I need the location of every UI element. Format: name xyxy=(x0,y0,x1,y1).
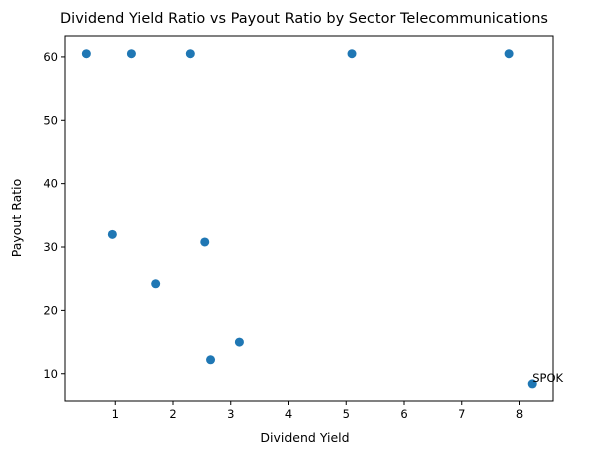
x-tick-label: 5 xyxy=(343,407,350,421)
scatter-point xyxy=(185,49,195,59)
y-tick-label: 20 xyxy=(43,303,58,317)
y-axis: 10 20 30 40 50 60 xyxy=(43,50,65,381)
x-axis-label: Dividend Yield xyxy=(260,430,349,445)
chart-title: Dividend Yield Ratio vs Payout Ratio by … xyxy=(60,11,548,27)
x-tick-label: 4 xyxy=(285,407,292,421)
scatter-point xyxy=(107,229,117,239)
scatter-point xyxy=(527,379,537,389)
scatter-point xyxy=(126,49,136,59)
plot-area: 1 2 3 4 5 6 7 8 10 20 30 40 50 60 SPOK xyxy=(43,35,563,421)
scatter-point xyxy=(206,355,216,365)
y-axis-label: Payout Ratio xyxy=(9,179,24,258)
x-tick-label: 1 xyxy=(112,407,119,421)
scatter-point xyxy=(234,337,244,347)
x-tick-label: 3 xyxy=(227,407,234,421)
data-points xyxy=(81,49,537,389)
x-tick-label: 6 xyxy=(400,407,407,421)
y-tick-label: 30 xyxy=(43,240,58,254)
plot-frame xyxy=(64,35,554,402)
scatter-point xyxy=(81,49,91,59)
annotations: SPOK xyxy=(532,371,563,385)
y-tick-label: 40 xyxy=(43,177,58,191)
scatter-point xyxy=(151,279,161,289)
x-tick-label: 2 xyxy=(169,407,176,421)
scatter-point xyxy=(504,49,514,59)
scatter-point xyxy=(200,237,210,247)
point-annotation: SPOK xyxy=(532,371,563,385)
y-tick-label: 10 xyxy=(43,367,58,381)
x-axis: 1 2 3 4 5 6 7 8 xyxy=(112,401,523,421)
x-tick-label: 7 xyxy=(458,407,465,421)
x-tick-label: 8 xyxy=(516,407,523,421)
y-tick-label: 50 xyxy=(43,113,58,127)
scatter-point xyxy=(347,49,357,59)
y-tick-label: 60 xyxy=(43,50,58,64)
